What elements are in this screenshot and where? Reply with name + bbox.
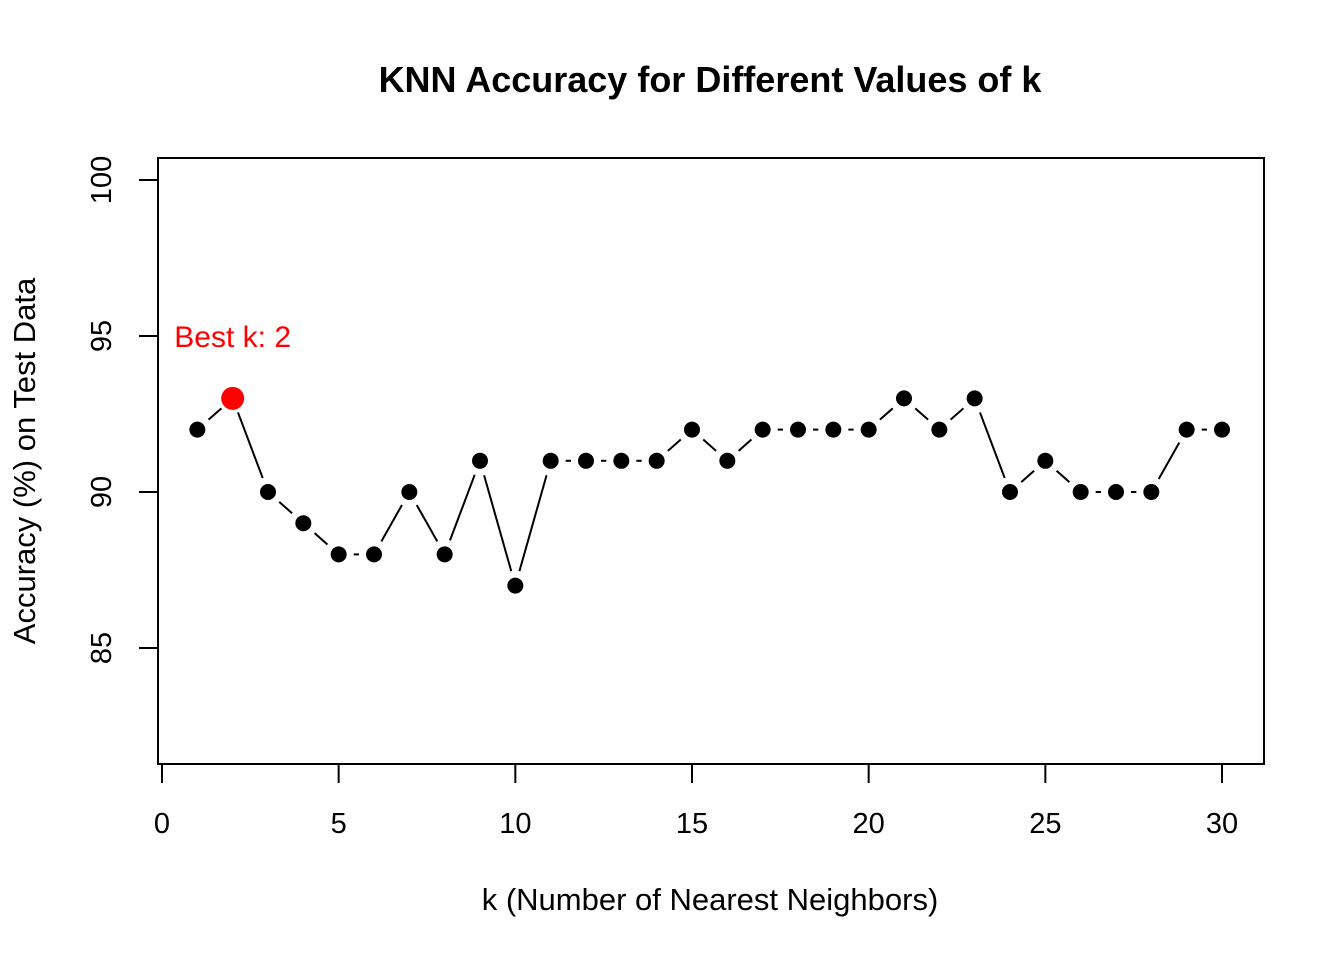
data-point bbox=[613, 452, 630, 469]
data-point bbox=[401, 484, 418, 500]
series-segment bbox=[278, 501, 293, 515]
data-point bbox=[1108, 484, 1124, 500]
series-segment bbox=[667, 438, 682, 452]
y-tick-label: 85 bbox=[86, 632, 118, 664]
data-point bbox=[260, 484, 276, 500]
x-tick-label: 20 bbox=[853, 808, 885, 840]
x-tick-label: 10 bbox=[499, 808, 531, 840]
chart-title: KNN Accuracy for Different Values of k bbox=[379, 59, 1043, 100]
series-line bbox=[207, 407, 1207, 572]
data-point bbox=[931, 421, 948, 438]
x-tick-label: 5 bbox=[331, 808, 347, 840]
data-point bbox=[648, 452, 665, 469]
data-point bbox=[1178, 421, 1195, 438]
annotation-layer: Best k: 2 bbox=[174, 321, 291, 354]
data-point bbox=[295, 515, 312, 532]
series-segment bbox=[737, 438, 753, 452]
series-segment bbox=[879, 407, 894, 421]
y-tick-label: 100 bbox=[86, 156, 118, 204]
series-segment bbox=[1055, 469, 1071, 483]
data-point bbox=[507, 577, 524, 594]
data-point bbox=[1214, 421, 1230, 438]
data-point bbox=[754, 421, 771, 438]
data-point bbox=[1037, 452, 1054, 469]
data-point bbox=[966, 390, 983, 407]
x-tick-label: 0 bbox=[154, 808, 170, 840]
data-point bbox=[330, 546, 347, 563]
series-segment bbox=[1157, 442, 1181, 480]
x-tick-label: 15 bbox=[676, 808, 708, 840]
series-segment bbox=[1020, 469, 1035, 483]
data-point bbox=[1002, 484, 1018, 500]
y-axis: 85 90 95 100 bbox=[86, 156, 159, 664]
plot-frame bbox=[157, 157, 1265, 765]
series-segment bbox=[518, 474, 548, 572]
data-point bbox=[896, 390, 912, 407]
best-k-label: Best k: 2 bbox=[174, 321, 291, 354]
series-segment bbox=[949, 407, 965, 421]
data-point bbox=[825, 421, 842, 438]
series-segment bbox=[979, 412, 1006, 479]
data-point bbox=[1072, 484, 1089, 500]
data-point bbox=[684, 421, 700, 438]
data-point bbox=[790, 421, 806, 438]
x-axis: 0 5 10 15 20 25 30 bbox=[154, 763, 1238, 840]
series-segment bbox=[483, 474, 513, 572]
best-k-point bbox=[221, 386, 245, 410]
series-segment bbox=[449, 474, 476, 541]
series-segment bbox=[207, 407, 223, 421]
data-point bbox=[472, 452, 488, 469]
data-point bbox=[366, 546, 382, 563]
y-axis-label: Accuracy (%) on Test Data bbox=[7, 277, 42, 644]
y-tick-label: 90 bbox=[86, 476, 118, 508]
data-point bbox=[578, 452, 594, 469]
series-segment bbox=[415, 504, 439, 542]
series-points bbox=[189, 386, 1230, 594]
series-segment bbox=[914, 407, 929, 421]
series-segment bbox=[237, 412, 264, 479]
x-axis-label: k (Number of Nearest Neighbors) bbox=[482, 882, 939, 917]
series-segment bbox=[702, 438, 717, 452]
data-point bbox=[1143, 484, 1160, 500]
x-tick-label: 30 bbox=[1206, 808, 1238, 840]
series-segment bbox=[380, 504, 403, 542]
data-point bbox=[860, 421, 877, 438]
x-tick-label: 25 bbox=[1029, 808, 1061, 840]
series-segment bbox=[313, 532, 329, 546]
data-point bbox=[436, 546, 453, 563]
data-point bbox=[719, 452, 736, 469]
data-point bbox=[542, 452, 559, 469]
y-tick-label: 95 bbox=[86, 320, 118, 352]
data-point bbox=[189, 421, 206, 438]
